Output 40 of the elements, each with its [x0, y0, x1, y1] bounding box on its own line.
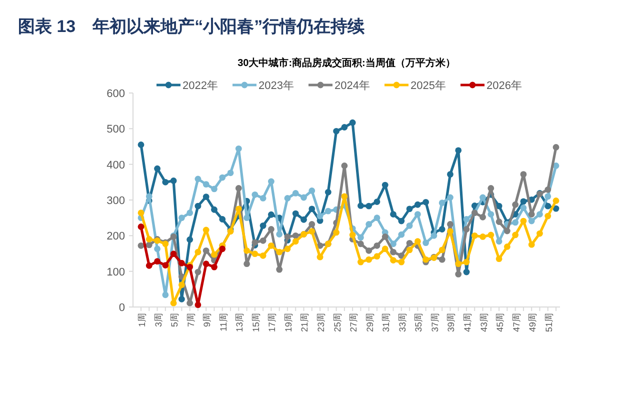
y-tick-label: 600	[106, 88, 125, 100]
x-tick-label: 35周	[414, 313, 424, 332]
x-tick-label: 9周	[202, 313, 212, 328]
x-tick-label: 3周	[153, 313, 164, 328]
x-tick-label: 37周	[430, 313, 440, 332]
x-tick-label: 33周	[397, 313, 408, 332]
x-tick-label: 45周	[495, 313, 506, 332]
chart-title: 图表 13 年初以来地产“小阳春”行情仍在持续	[18, 17, 366, 36]
legend-label: 2025年	[410, 80, 446, 92]
x-tick-label: 41周	[462, 313, 472, 332]
x-tick-label: 43周	[478, 313, 489, 332]
legend-label: 2024年	[334, 80, 370, 92]
x-tick-label: 51周	[544, 313, 554, 332]
x-tick-label: 47周	[511, 313, 522, 332]
x-tick-label: 7周	[186, 313, 196, 328]
legend-label: 2026年	[486, 80, 522, 92]
y-tick-label: 500	[106, 124, 125, 136]
x-tick-label: 29周	[364, 313, 375, 332]
legend-label: 2022年	[182, 80, 218, 92]
x-tick-label: 19周	[283, 313, 294, 332]
x-tick-label: 23周	[316, 313, 326, 332]
x-tick-label: 17周	[267, 313, 278, 332]
legend-label: 2023年	[258, 80, 294, 92]
x-tick-label: 5周	[170, 313, 180, 328]
y-tick-label: 300	[106, 195, 125, 207]
x-tick-label: 21周	[300, 313, 310, 332]
y-tick-label: 0	[118, 302, 125, 314]
x-tick-label: 15周	[250, 313, 261, 332]
x-tick-label: 39周	[446, 313, 456, 332]
x-tick-label: 49周	[528, 313, 538, 332]
x-tick-label: 25周	[332, 313, 342, 332]
x-tick-label: 1周	[137, 313, 147, 328]
x-tick-label: 27周	[348, 313, 359, 332]
chart-subtitle: 30大中城市:商品房成交面积:当周值（万平方米）	[238, 57, 456, 69]
y-tick-label: 200	[106, 230, 125, 243]
x-tick-label: 11周	[218, 313, 228, 332]
x-tick-label: 31周	[381, 313, 392, 332]
y-tick-label: 400	[106, 159, 125, 172]
x-tick-label: 13周	[234, 313, 245, 332]
y-tick-label: 100	[106, 266, 125, 278]
